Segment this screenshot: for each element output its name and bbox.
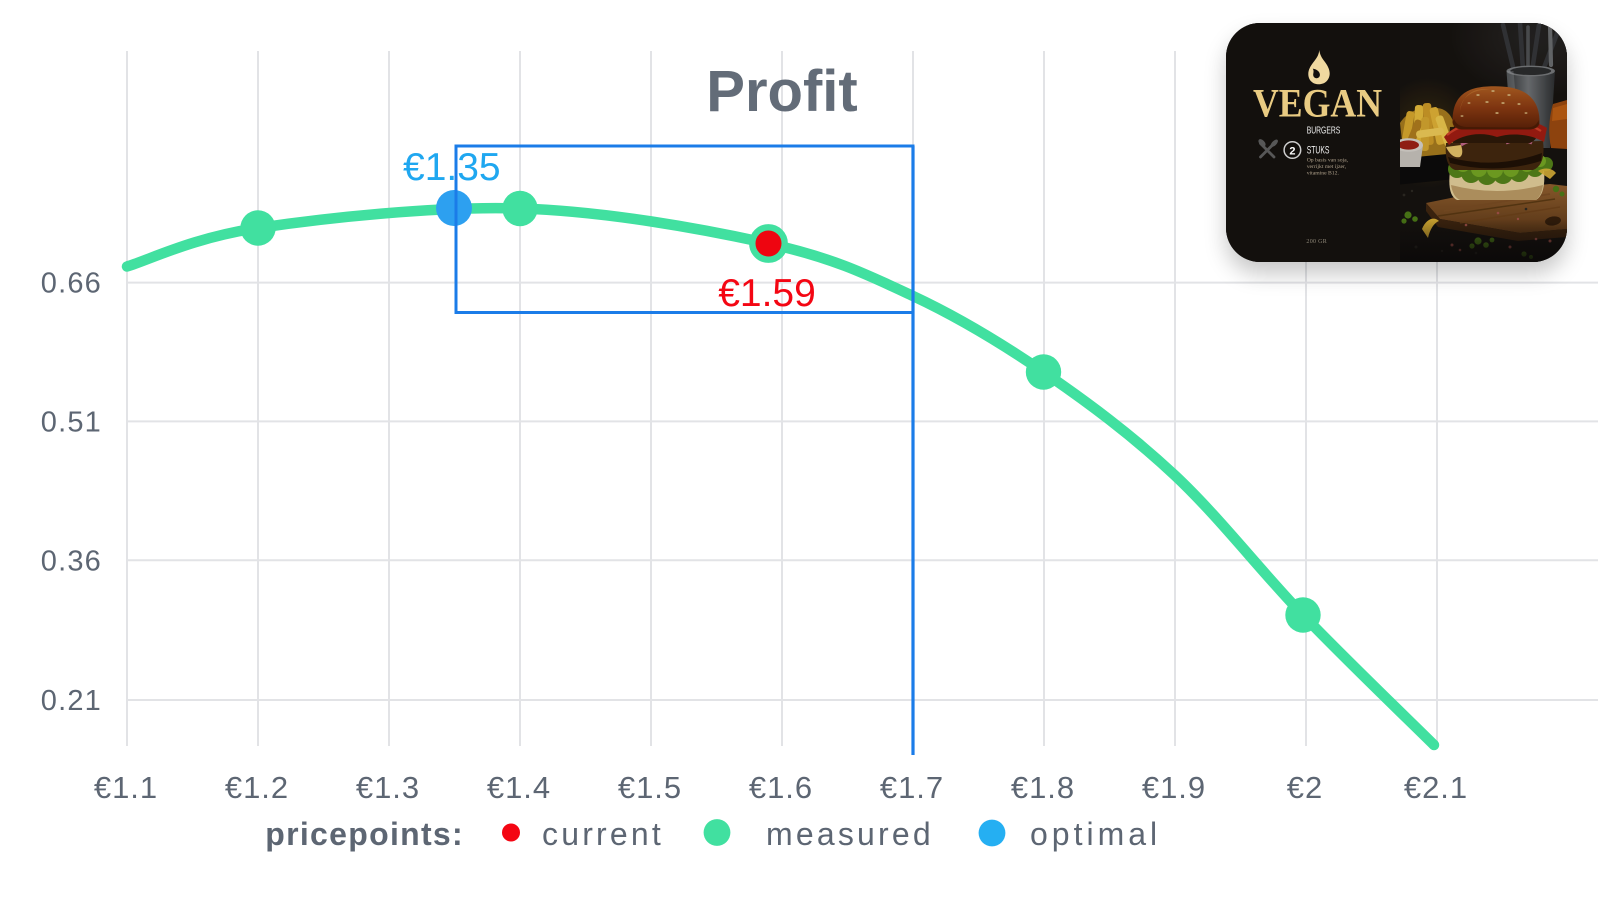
svg-text:€1.4: €1.4	[487, 770, 551, 805]
svg-text:€1.35: €1.35	[403, 146, 501, 189]
svg-text:€1.59: €1.59	[718, 272, 816, 315]
svg-text:verrijkt met ijzer,: verrijkt met ijzer,	[1307, 164, 1347, 170]
svg-text:€1.6: €1.6	[749, 770, 813, 805]
svg-text:€2.1: €2.1	[1404, 770, 1468, 805]
svg-text:€1.7: €1.7	[880, 770, 944, 805]
svg-text:€2: €2	[1287, 770, 1323, 805]
svg-text:€1.3: €1.3	[356, 770, 420, 805]
svg-text:BURGERS: BURGERS	[1307, 125, 1341, 136]
svg-text:€1.9: €1.9	[1142, 770, 1206, 805]
svg-text:VEGAN: VEGAN	[1253, 81, 1382, 126]
svg-text:€1.1: €1.1	[94, 770, 158, 805]
svg-text:Profit: Profit	[706, 59, 857, 124]
svg-text:vitamine B12.: vitamine B12.	[1307, 171, 1340, 177]
svg-text:0.36: 0.36	[41, 545, 102, 577]
svg-text:€1.5: €1.5	[618, 770, 682, 805]
svg-text:€1.8: €1.8	[1011, 770, 1075, 805]
svg-text:2: 2	[1289, 145, 1295, 157]
svg-text:€1.2: €1.2	[225, 770, 289, 805]
svg-text:200 GR: 200 GR	[1306, 239, 1327, 245]
svg-text:pricepoints:: pricepoints:	[265, 816, 464, 852]
svg-text:STUKS: STUKS	[1307, 145, 1330, 157]
svg-text:current: current	[542, 816, 664, 852]
svg-text:0.51: 0.51	[41, 406, 102, 438]
svg-text:optimal: optimal	[1030, 816, 1161, 852]
svg-text:measured: measured	[766, 816, 934, 852]
svg-text:Op basis van soja,: Op basis van soja,	[1307, 157, 1349, 163]
svg-text:0.66: 0.66	[41, 268, 102, 300]
svg-text:0.21: 0.21	[41, 685, 102, 717]
